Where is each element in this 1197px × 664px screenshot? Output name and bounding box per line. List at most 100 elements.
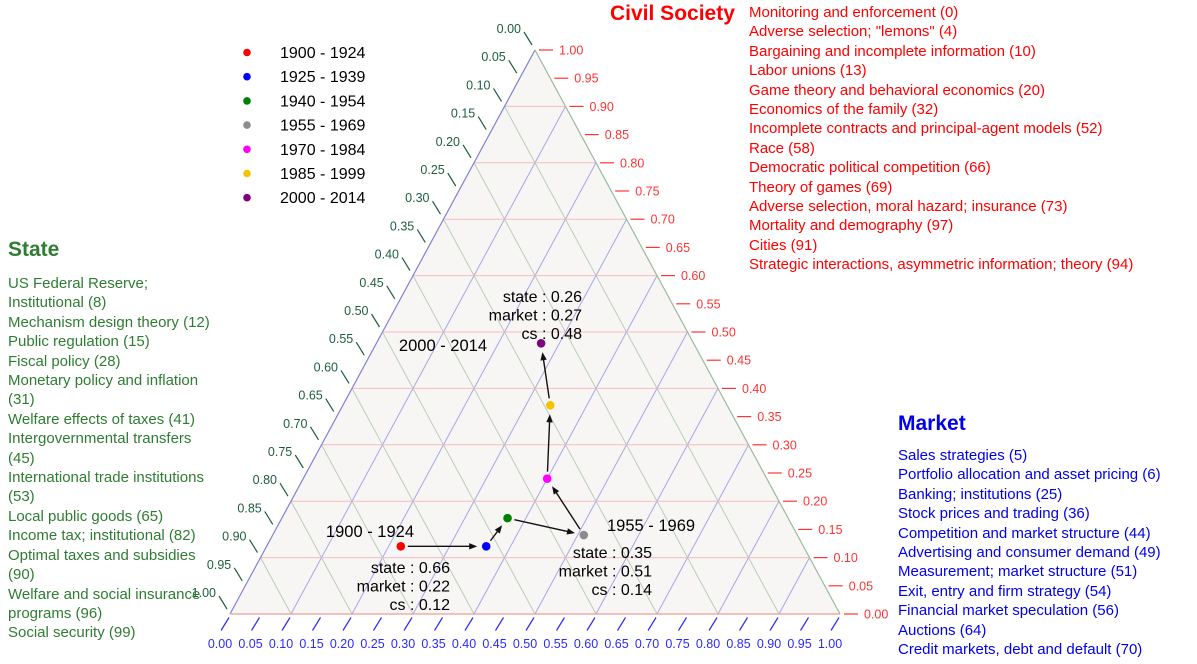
svg-text:0.55: 0.55 [543, 637, 567, 651]
topic-item: Game theory and behavioral economics (20… [749, 81, 1045, 99]
data-point-1970-1984 [542, 474, 552, 483]
topic-item: Bargaining and incomplete information (1… [749, 42, 1036, 60]
legend-dot-icon [243, 121, 251, 129]
svg-text:0.65: 0.65 [666, 241, 690, 255]
svg-text:0.55: 0.55 [696, 297, 720, 311]
market-panel: Market Sales strategies (5) Portfolio all… [898, 412, 1197, 659]
stats-line: cs : 0.48 [522, 326, 583, 343]
topic-item: Optimal taxes and subsidies (90) [8, 546, 196, 584]
svg-text:0.50: 0.50 [513, 637, 537, 651]
topic-item: Portfolio allocation and asset pricing (… [898, 466, 1161, 484]
data-point-1900-1924 [396, 542, 406, 551]
topic-item: Incomplete contracts and principal-agent… [749, 120, 1103, 138]
topic-item: Local public goods (65) [8, 507, 164, 525]
svg-text:0.60: 0.60 [314, 360, 338, 374]
topic-item: Banking; institutions (25) [898, 485, 1063, 503]
civil-society-topics: Monitoring and enforcement (0) Adverse se… [749, 3, 1197, 275]
arrowhead-icon [494, 525, 503, 534]
svg-text:0.70: 0.70 [283, 417, 307, 431]
svg-text:0.05: 0.05 [481, 50, 505, 64]
svg-text:0.90: 0.90 [222, 530, 246, 544]
topic-item: Adverse selection, moral hazard; insuran… [749, 198, 1068, 216]
data-points [396, 338, 589, 551]
svg-text:0.05: 0.05 [238, 637, 262, 651]
svg-text:0.10: 0.10 [269, 637, 293, 651]
legend-label: 1955 - 1969 [280, 118, 366, 135]
gridlines [260, 105, 810, 615]
svg-text:0.25: 0.25 [360, 637, 384, 651]
svg-text:0.75: 0.75 [268, 445, 292, 459]
civil-society-title: Civil Society [610, 2, 735, 25]
data-point-1955-1969 [579, 530, 589, 540]
legend-label: 1925 - 1939 [280, 69, 366, 86]
topic-item: International trade institutions (53) [8, 469, 204, 506]
legend-item: 1940 - 1954 [243, 93, 366, 110]
svg-text:0.20: 0.20 [330, 637, 354, 651]
svg-text:0.45: 0.45 [727, 354, 751, 368]
topic-item: Mechanism design theory (12) [8, 313, 210, 331]
svg-text:0.70: 0.70 [651, 213, 675, 227]
stats-line: state : 0.26 [503, 289, 582, 306]
market-title: Market [898, 412, 966, 435]
stats-line: cs : 0.12 [390, 597, 451, 614]
data-point-1940-1954 [503, 513, 512, 523]
topic-item: Fiscal policy (28) [8, 352, 121, 370]
topic-item: Social security (99) [8, 624, 136, 642]
legend-item: 1900 - 1924 [243, 45, 366, 62]
svg-text:0.65: 0.65 [298, 389, 322, 403]
triangle-edges [229, 49, 841, 615]
svg-text:0.70: 0.70 [635, 637, 659, 651]
svg-text:0.00: 0.00 [208, 637, 232, 651]
legend-item: 2000 - 2014 [243, 190, 366, 207]
trajectory-arrows [407, 352, 581, 550]
legend-item: 1985 - 1999 [243, 166, 366, 183]
axis-bottom-market: 0.00 0.05 0.10 0.15 0.20 0.25 0.30 0.35 0.40 0.45… [208, 617, 842, 651]
svg-text:0.95: 0.95 [207, 558, 231, 572]
state-topics: US Federal Reserve; Institutional (8) Mec… [8, 274, 214, 643]
topic-item: Labor unions (13) [749, 62, 867, 80]
legend-label: 1940 - 1954 [280, 93, 366, 110]
svg-text:0.20: 0.20 [803, 495, 827, 509]
svg-text:0.85: 0.85 [605, 128, 629, 142]
period-label: 1955 - 1969 [607, 517, 695, 535]
svg-text:1.00: 1.00 [192, 586, 216, 600]
svg-text:0.60: 0.60 [681, 269, 705, 283]
legend-dot-icon [243, 145, 251, 154]
legend-item: 1970 - 1984 [243, 142, 366, 159]
topic-item: Welfare effects of taxes (41) [8, 410, 196, 428]
svg-text:0.30: 0.30 [391, 637, 415, 651]
state-title: State [8, 238, 60, 261]
svg-text:0.55: 0.55 [329, 332, 353, 346]
topic-item: Welfare and social insurance programs (9… [8, 585, 201, 622]
svg-text:0.80: 0.80 [620, 156, 644, 170]
svg-text:0.95: 0.95 [787, 637, 811, 651]
legend: 1900 - 1924 1925 - 1939 1940 - 1954 1955 - … [243, 45, 366, 207]
topic-item: Monitoring and enforcement (0) [749, 4, 959, 21]
svg-text:0.80: 0.80 [253, 473, 277, 487]
market-topics: Sales strategies (5) Portfolio allocation… [898, 446, 1197, 659]
svg-text:1.00: 1.00 [559, 44, 583, 58]
topic-item: Race (58) [749, 139, 815, 157]
legend-item: 1955 - 1969 [243, 118, 366, 135]
topic-item: Income tax; institutional (82) [8, 527, 196, 545]
topic-item: Strategic interactions, asymmetric infor… [749, 256, 1134, 274]
topic-item: Economics of the family (32) [749, 101, 939, 119]
arrowhead-icon [469, 543, 478, 550]
svg-text:0.40: 0.40 [452, 637, 476, 651]
svg-text:0.60: 0.60 [574, 637, 598, 651]
topic-item: Public regulation (15) [8, 333, 150, 351]
svg-text:0.30: 0.30 [773, 438, 797, 452]
svg-text:0.10: 0.10 [834, 551, 858, 565]
topic-item: Credit markets, debt and default (70) [898, 641, 1143, 659]
svg-text:0.20: 0.20 [436, 135, 460, 149]
svg-text:0.45: 0.45 [359, 276, 383, 290]
svg-text:0.35: 0.35 [390, 219, 414, 233]
data-point-1925-1939 [481, 542, 491, 551]
axis-right-civil-society: 0.00 0.05 0.10 0.15 0.20 0.25 0.30 0.35 0.40 0.45… [539, 44, 888, 622]
topic-item: Measurement; market structure (51) [898, 563, 1138, 581]
topic-item: Advertising and consumer demand (49) [898, 544, 1161, 562]
legend-label: 1970 - 1984 [280, 142, 366, 159]
stats-line: market : 0.27 [489, 308, 582, 325]
svg-text:0.15: 0.15 [451, 107, 475, 121]
svg-text:0.45: 0.45 [482, 637, 506, 651]
